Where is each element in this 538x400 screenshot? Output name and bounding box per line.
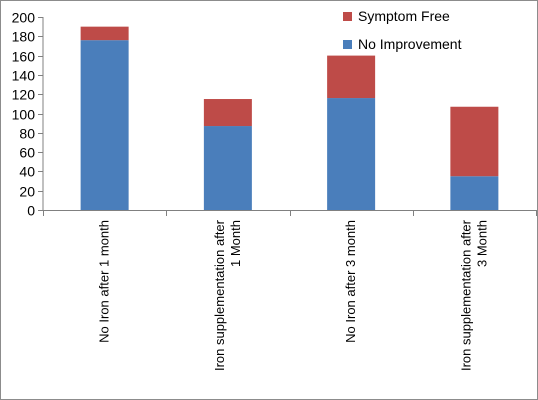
legend-label-symptom-free: Symptom Free [358,8,450,24]
y-tick-label: 20 [19,184,35,200]
x-category-label: Iron supplementation after3 Month [458,219,489,371]
y-tick-label: 160 [12,49,36,65]
x-category-label-line: Iron supplementation after [212,219,227,371]
x-category-label-line: Iron supplementation after [458,219,473,371]
y-tick-label: 60 [19,145,35,161]
legend-swatch-no-improvement [343,40,352,49]
y-tick-label: 200 [12,10,36,26]
bars [80,26,499,210]
x-category-label: Iron supplementation after1 Month [212,219,243,371]
x-axis [43,210,537,216]
legend: Symptom Free No Improvement [343,8,462,52]
y-tick-label: 140 [12,68,36,84]
bar-symptom-free [450,106,499,177]
y-tick-label: 120 [12,87,36,103]
bar-symptom-free [80,26,129,41]
y-tick-label: 80 [19,126,35,142]
y-tick-label: 40 [19,164,35,180]
legend-swatch-symptom-free [343,12,352,21]
x-category-label-line: 1 Month [228,220,243,267]
x-category-label-line: No Iron after 3 month [343,220,358,343]
y-tick-label: 0 [27,203,35,219]
x-category-label: No Iron after 1 month [97,220,112,343]
y-axis: 0 20 40 60 80 100 120 140 160 180 200 [12,10,44,219]
bar-no-improvement [80,40,129,210]
legend-label-no-improvement: No Improvement [358,36,462,52]
y-tick-label: 100 [12,107,36,123]
bar-no-improvement [450,176,499,210]
bar-symptom-free [203,99,252,127]
bar-no-improvement [327,98,376,210]
x-category-label-line: 3 Month [474,220,489,267]
y-tick-label: 180 [12,29,36,45]
bar-no-improvement [203,126,252,210]
bar-symptom-free [327,55,376,99]
x-category-label: No Iron after 3 month [343,220,358,343]
category-labels: No Iron after 1 month Iron supplementatio… [97,219,490,371]
x-category-label-line: No Iron after 1 month [97,220,112,343]
